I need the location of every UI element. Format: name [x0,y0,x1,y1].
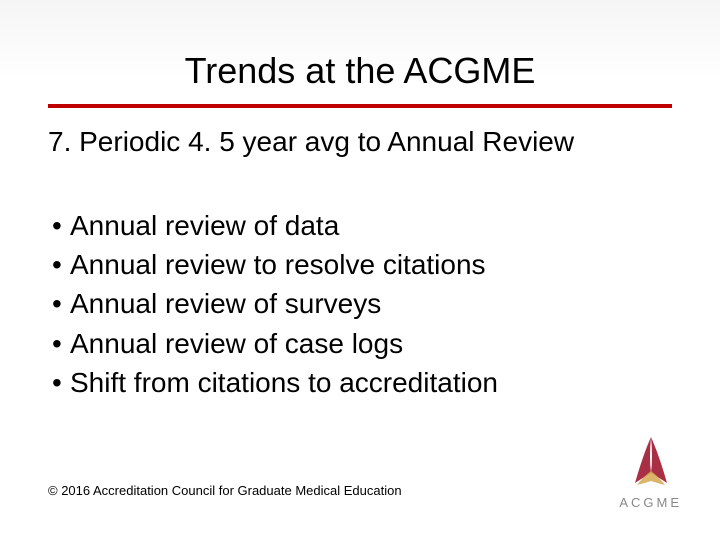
logo-text: ACGME [619,495,682,510]
slide-container: Trends at the ACGME 7. Periodic 4. 5 yea… [0,0,720,540]
logo-mark-icon [627,435,675,491]
slide-title: Trends at the ACGME [48,50,672,100]
list-item: Annual review of surveys [52,284,672,323]
list-item: Annual review of data [52,206,672,245]
copyright-footer: © 2016 Accreditation Council for Graduat… [48,483,402,498]
title-underline [48,104,672,108]
slide-subtitle: 7. Periodic 4. 5 year avg to Annual Revi… [48,126,672,158]
list-item: Annual review of case logs [52,324,672,363]
bullet-list: Annual review of data Annual review to r… [48,206,672,402]
acgme-logo: ACGME [619,435,682,510]
list-item: Annual review to resolve citations [52,245,672,284]
list-item: Shift from citations to accreditation [52,363,672,402]
